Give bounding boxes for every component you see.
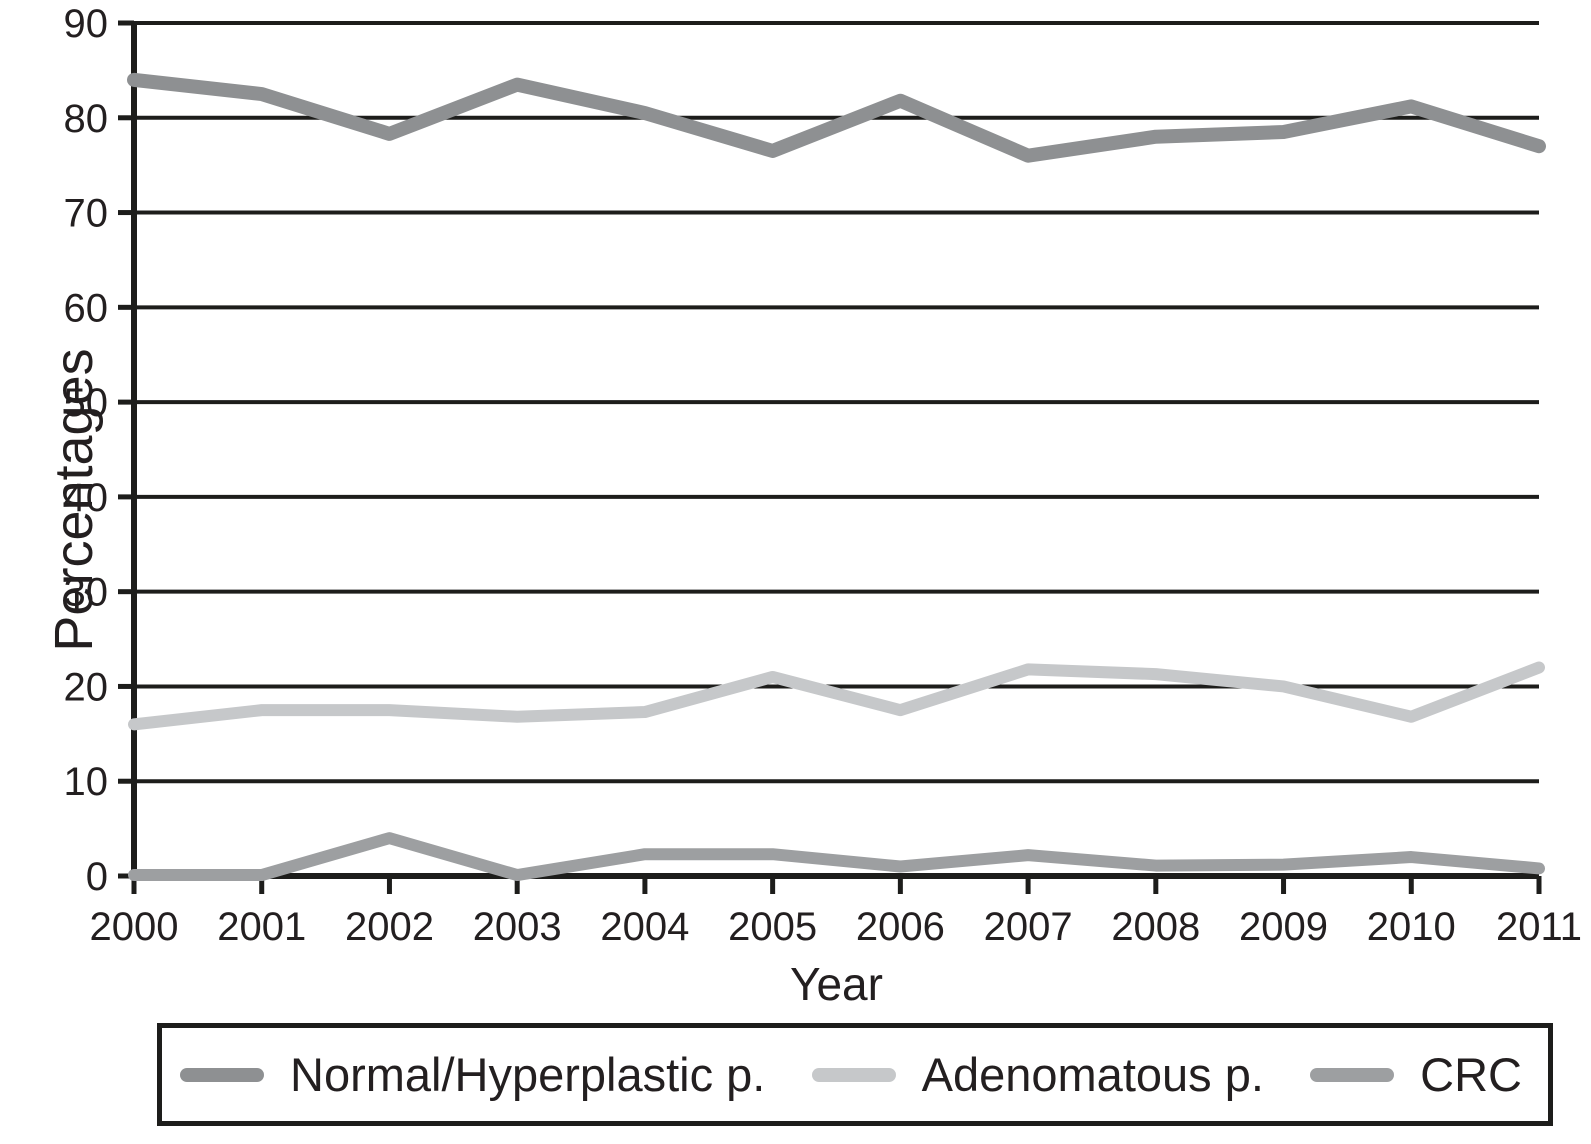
x-tick-label-2009: 2009 xyxy=(1239,905,1328,949)
x-axis-title: Year xyxy=(790,958,883,1010)
legend-label-adenomatous: Adenomatous p. xyxy=(921,1048,1264,1101)
x-tick-label-2005: 2005 xyxy=(728,905,817,949)
x-tick-label-2002: 2002 xyxy=(345,905,434,949)
y-tick-label-30: 30 xyxy=(64,571,109,615)
legend-swatch-adenomatous-icon xyxy=(811,1067,896,1082)
legend-item-normal-hyperplastic: Normal/Hyperplastic p. xyxy=(180,1051,765,1098)
legend-label-normal-hyperplastic: Normal/Hyperplastic p. xyxy=(290,1048,766,1101)
legend-item-crc: CRC xyxy=(1310,1051,1522,1098)
x-tick-label-2001: 2001 xyxy=(217,905,306,949)
x-tick-label-2008: 2008 xyxy=(1111,905,1200,949)
y-tick-label-70: 70 xyxy=(64,192,109,236)
series-line-normal-hyperplastic-p xyxy=(127,72,1546,163)
x-tick-label-2000: 2000 xyxy=(90,905,179,949)
y-axis-title: Percentages xyxy=(44,348,104,651)
legend-swatch-normal-hyperplastic-icon xyxy=(180,1067,264,1082)
y-tick-label-40: 40 xyxy=(64,476,109,520)
x-tick-label-2010: 2010 xyxy=(1367,905,1456,949)
x-tick-label-2011: 2011 xyxy=(1496,905,1582,949)
x-tick-label-2006: 2006 xyxy=(856,905,945,949)
y-tick-label-90: 90 xyxy=(64,2,109,46)
y-tick-label-80: 80 xyxy=(64,97,109,141)
x-tick-label-2004: 2004 xyxy=(600,905,689,949)
legend-swatch-crc-icon xyxy=(1310,1067,1395,1082)
series-line-adenomatous-p xyxy=(128,661,1545,731)
y-tick-label-0: 0 xyxy=(86,855,108,899)
y-tick-label-50: 50 xyxy=(64,381,109,425)
y-tick-label-20: 20 xyxy=(64,665,109,709)
x-tick-label-2007: 2007 xyxy=(984,905,1073,949)
series-line-crc xyxy=(128,832,1545,882)
legend-item-adenomatous: Adenomatous p. xyxy=(811,1048,1264,1101)
y-tick-label-10: 10 xyxy=(64,760,109,804)
legend: Normal/Hyperplastic p. Adenomatous p. CR… xyxy=(157,1023,1553,1126)
x-tick-label-2003: 2003 xyxy=(473,905,562,949)
legend-label-crc: CRC xyxy=(1420,1048,1522,1101)
y-tick-label-60: 60 xyxy=(64,286,109,330)
